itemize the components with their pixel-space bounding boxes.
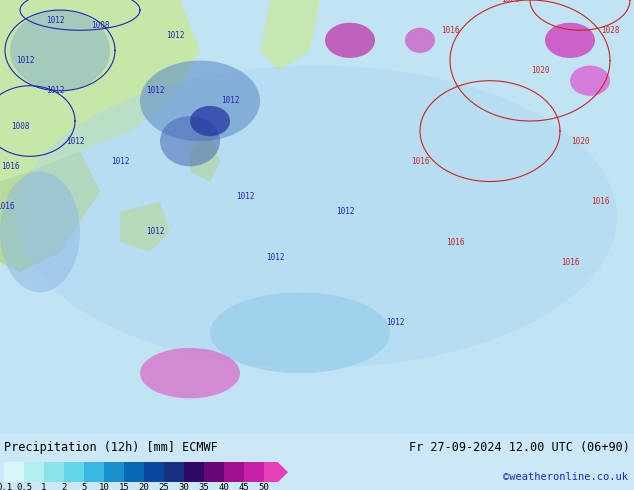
Text: 1: 1 [41, 483, 47, 490]
Polygon shape [120, 202, 170, 252]
Text: 1016: 1016 [441, 26, 459, 35]
Ellipse shape [570, 66, 610, 96]
Text: 5: 5 [81, 483, 87, 490]
Bar [64, 463, 84, 482]
Text: 1020: 1020 [571, 137, 589, 146]
Bar [244, 463, 264, 482]
Text: 1016: 1016 [1, 162, 19, 171]
Text: 45: 45 [238, 483, 249, 490]
Text: 30: 30 [179, 483, 190, 490]
Ellipse shape [10, 10, 110, 91]
Text: 1012: 1012 [16, 56, 34, 65]
Bar [184, 463, 204, 482]
Text: 1016: 1016 [0, 202, 14, 211]
Bar [164, 463, 184, 482]
Text: 1020: 1020 [501, 0, 519, 4]
Bar [144, 463, 164, 482]
Ellipse shape [160, 116, 220, 167]
Text: 1012: 1012 [221, 97, 239, 105]
Text: 2: 2 [61, 483, 67, 490]
Text: 40: 40 [219, 483, 230, 490]
Bar [104, 463, 124, 482]
Bar [84, 463, 104, 482]
Text: 20: 20 [139, 483, 150, 490]
Bar [24, 463, 44, 482]
Ellipse shape [0, 172, 80, 293]
Text: 1012: 1012 [146, 86, 164, 95]
Text: 1012: 1012 [236, 192, 254, 201]
Text: 1028: 1028 [601, 26, 619, 35]
Text: Precipitation (12h) [mm] ECMWF: Precipitation (12h) [mm] ECMWF [4, 441, 217, 454]
Ellipse shape [190, 106, 230, 136]
Text: 25: 25 [158, 483, 169, 490]
Text: 1012: 1012 [266, 253, 284, 262]
Text: 1016: 1016 [560, 258, 579, 267]
Text: 1016: 1016 [591, 197, 609, 206]
Ellipse shape [405, 28, 435, 53]
Bar [204, 463, 224, 482]
Text: 1016: 1016 [411, 157, 429, 166]
Polygon shape [260, 0, 320, 71]
Text: 1012: 1012 [385, 318, 404, 327]
Ellipse shape [140, 348, 240, 398]
Text: 1012: 1012 [165, 31, 184, 40]
Polygon shape [278, 463, 288, 482]
Text: 0.1: 0.1 [0, 483, 12, 490]
Polygon shape [0, 0, 200, 181]
Text: ©weatheronline.co.uk: ©weatheronline.co.uk [503, 472, 628, 482]
Bar [224, 463, 244, 482]
Polygon shape [190, 131, 220, 181]
Text: 50: 50 [259, 483, 269, 490]
Text: 1008: 1008 [91, 21, 109, 30]
Ellipse shape [17, 66, 617, 368]
Text: 35: 35 [198, 483, 209, 490]
Text: 1012: 1012 [111, 157, 129, 166]
Ellipse shape [325, 23, 375, 58]
Ellipse shape [545, 23, 595, 58]
Polygon shape [0, 151, 100, 272]
Text: 10: 10 [99, 483, 110, 490]
Text: 1012: 1012 [336, 207, 354, 216]
Text: 1012: 1012 [46, 86, 64, 95]
Text: 1012: 1012 [146, 227, 164, 237]
Text: 0.5: 0.5 [16, 483, 32, 490]
Ellipse shape [140, 60, 260, 141]
Bar [44, 463, 64, 482]
Bar [124, 463, 144, 482]
Bar [264, 463, 278, 482]
Text: 1012: 1012 [46, 16, 64, 24]
Text: 1020: 1020 [531, 66, 549, 75]
Text: 1012: 1012 [66, 137, 84, 146]
Text: Fr 27-09-2024 12.00 UTC (06+90): Fr 27-09-2024 12.00 UTC (06+90) [409, 441, 630, 454]
Text: 1008: 1008 [11, 122, 29, 130]
Text: 1016: 1016 [446, 238, 464, 246]
Ellipse shape [210, 293, 390, 373]
Text: 15: 15 [119, 483, 129, 490]
Bar [4, 463, 24, 482]
